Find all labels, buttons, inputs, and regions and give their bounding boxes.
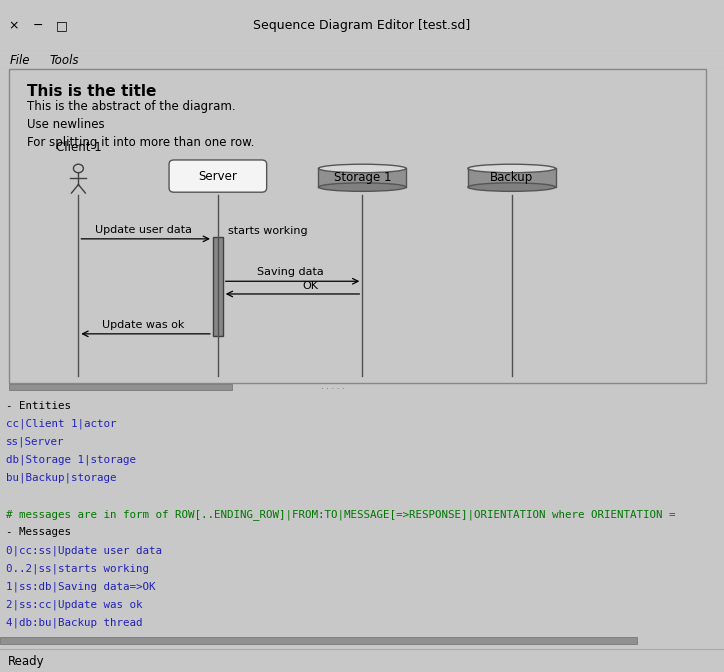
Text: # messages are in form of ROW[..ENDING_ROW]|FROM:TO|MESSAGE[=>RESPONSE]|ORIENTAT: # messages are in form of ROW[..ENDING_R… (6, 509, 675, 519)
Text: 2|ss:cc|Update was ok: 2|ss:cc|Update was ok (6, 599, 143, 610)
Text: - Messages: - Messages (6, 528, 71, 538)
Text: Update was ok: Update was ok (102, 320, 185, 329)
Bar (0, 636, 637, 644)
Bar (213, 237, 223, 337)
Text: Update user data: Update user data (95, 224, 192, 235)
Text: - Entities: - Entities (6, 401, 71, 411)
Text: Storage 1: Storage 1 (334, 171, 391, 184)
Text: 4|db:bu|Backup thread: 4|db:bu|Backup thread (6, 618, 143, 628)
Text: Backup: Backup (490, 171, 534, 184)
Text: Ready: Ready (8, 655, 45, 668)
Text: db|Storage 1|storage: db|Storage 1|storage (6, 455, 136, 465)
Text: −: − (33, 19, 43, 32)
Ellipse shape (468, 164, 555, 173)
Bar (9, 384, 232, 390)
Text: Server: Server (198, 169, 237, 183)
Text: Saving data: Saving data (257, 267, 324, 277)
Text: bu|Backup|storage: bu|Backup|storage (6, 473, 117, 483)
Text: ×: × (9, 19, 20, 32)
Ellipse shape (319, 164, 406, 173)
Text: OK: OK (302, 281, 318, 290)
Text: 0|cc:ss|Update user data: 0|cc:ss|Update user data (6, 545, 162, 556)
Text: Sequence Diagram Editor [test.sd]: Sequence Diagram Editor [test.sd] (253, 19, 471, 32)
Text: 0..2|ss|starts working: 0..2|ss|starts working (6, 563, 149, 574)
Text: File: File (10, 54, 30, 67)
Text: ss|Server: ss|Server (6, 437, 64, 447)
Bar (468, 169, 555, 187)
Text: cc|Client 1|actor: cc|Client 1|actor (6, 419, 117, 429)
Text: This is the title: This is the title (27, 83, 156, 99)
Text: Tools: Tools (50, 54, 80, 67)
Ellipse shape (468, 183, 555, 192)
Text: starts working: starts working (228, 226, 308, 237)
Ellipse shape (319, 183, 406, 192)
Text: Client 1: Client 1 (56, 141, 101, 154)
Text: 1|ss:db|Saving data=>OK: 1|ss:db|Saving data=>OK (6, 581, 156, 592)
Text: . . . . .: . . . . . (321, 382, 345, 391)
FancyBboxPatch shape (169, 160, 266, 192)
Text: This is the abstract of the diagram.
Use newlines
For splitting it into more tha: This is the abstract of the diagram. Use… (27, 99, 254, 149)
Text: □: □ (56, 19, 68, 32)
Bar (319, 169, 406, 187)
